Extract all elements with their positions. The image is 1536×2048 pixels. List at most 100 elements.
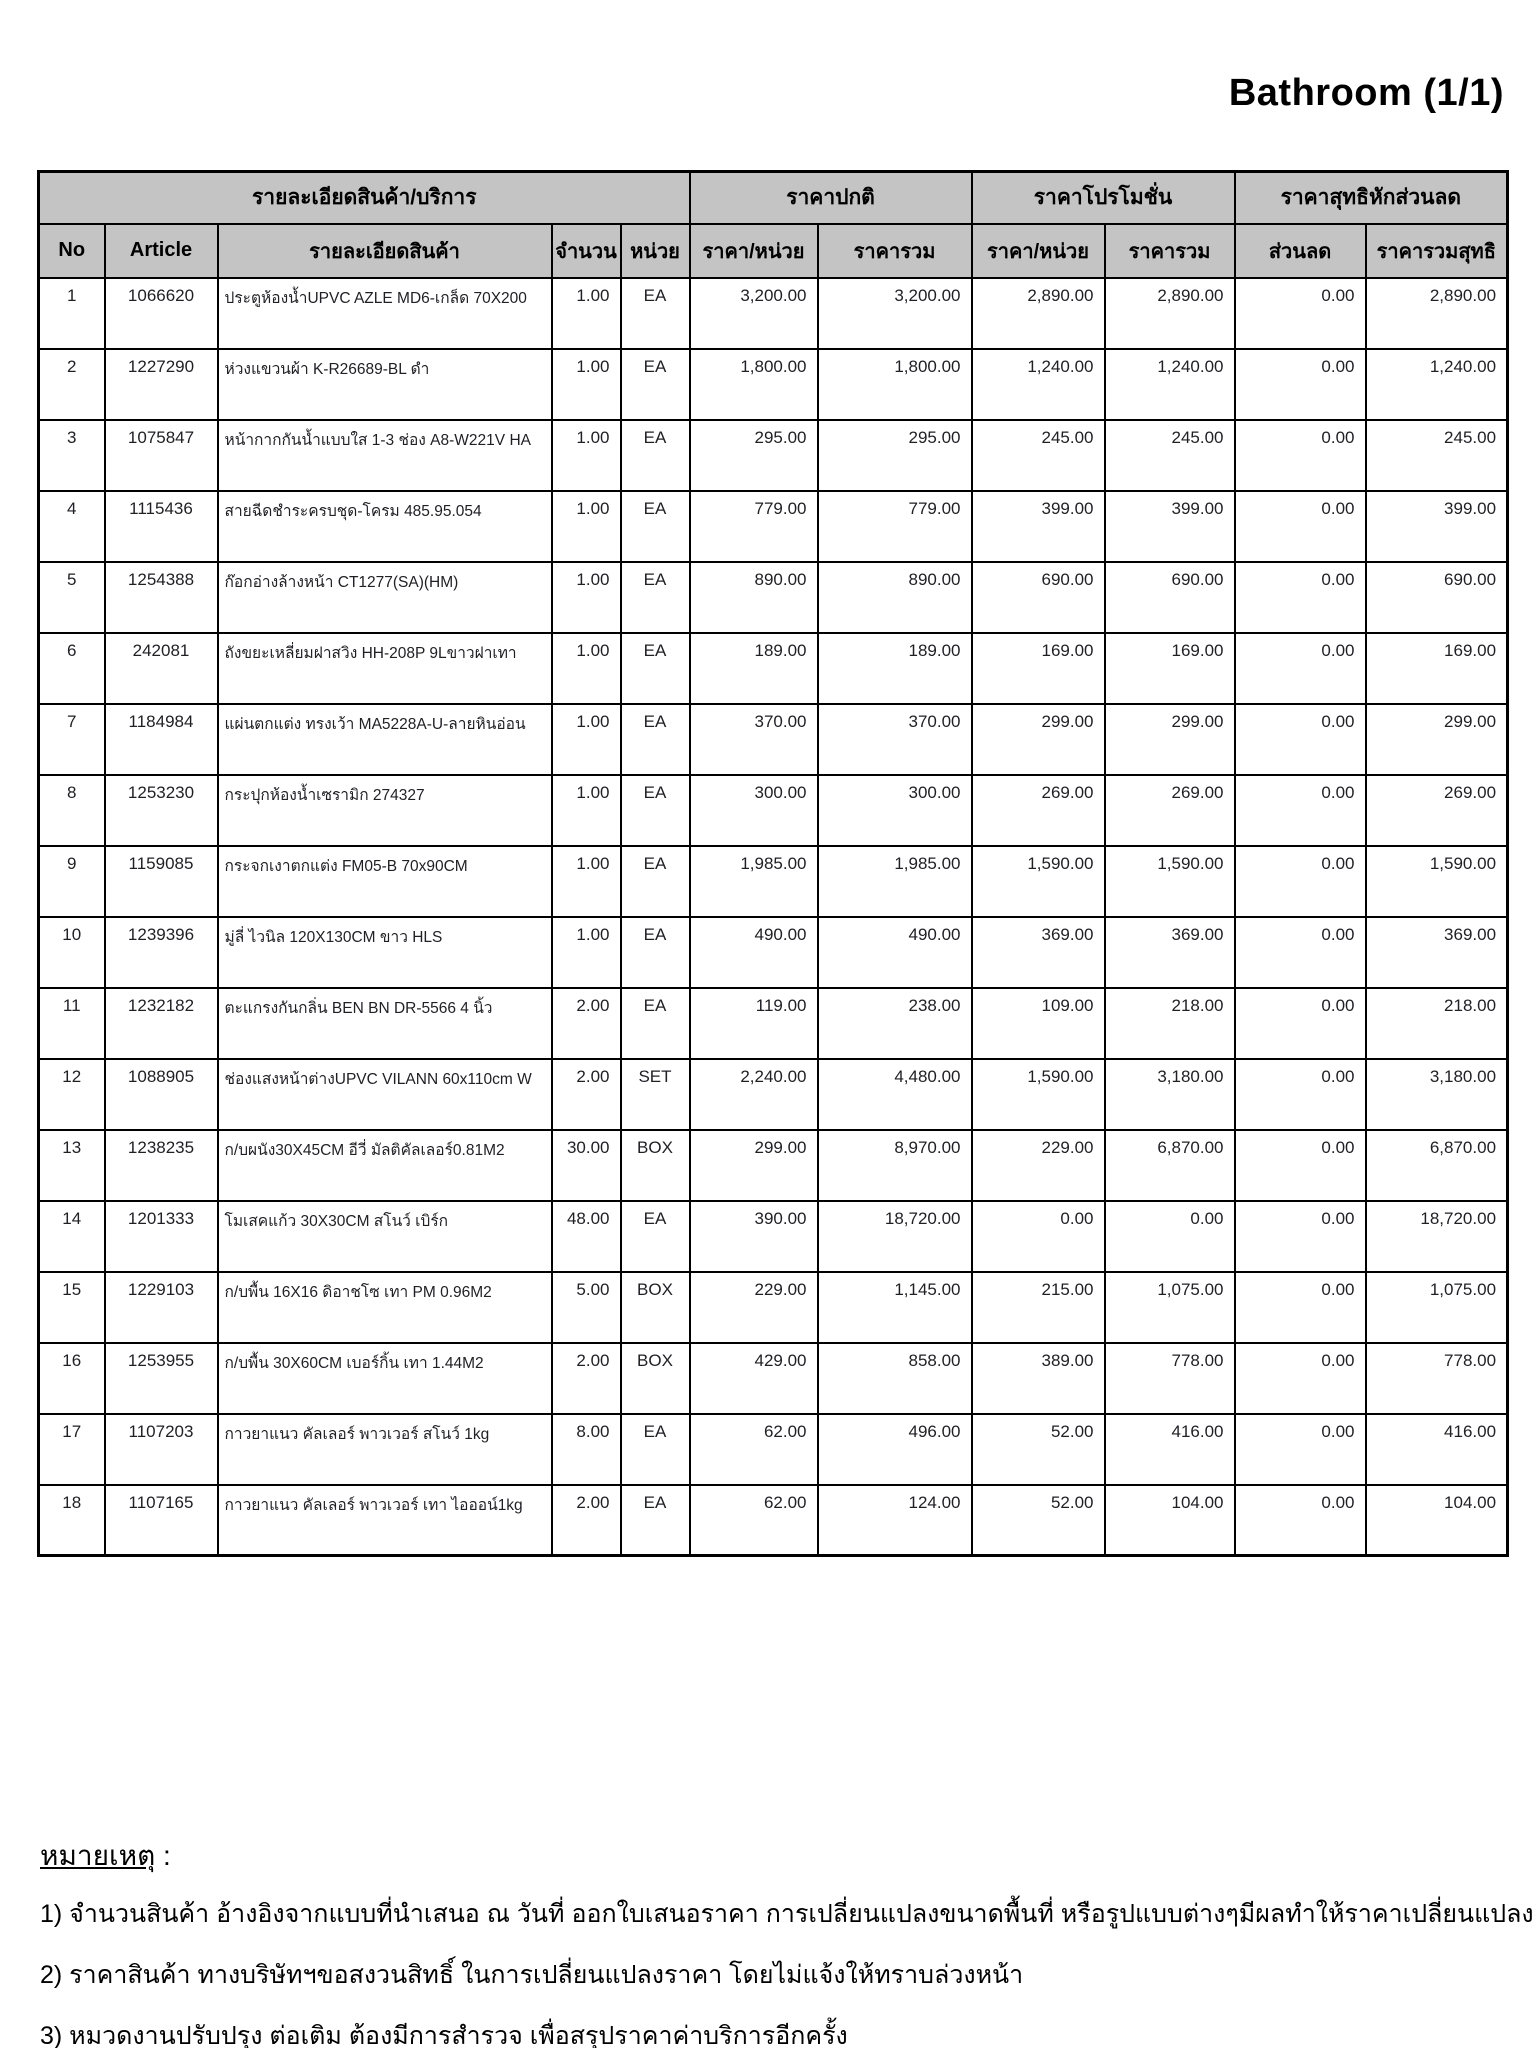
cell-qty: 1.00: [550, 418, 622, 492]
cell-no: 18: [37, 1483, 106, 1557]
cell-article: 1254388: [103, 560, 219, 634]
cell-price-unit: 189.00: [688, 631, 819, 705]
cell-promo-total: 3,180.00: [1103, 1057, 1236, 1131]
notes-heading: หมายเหตุ :: [40, 1834, 1520, 1878]
cell-desc: ก๊อกอ่างล้างหน้า CT1277(SA)(HM): [216, 560, 553, 634]
cell-qty: 8.00: [550, 1412, 622, 1486]
col-header-promo-total: ราคารวม: [1103, 222, 1236, 279]
cell-price-total: 8,970.00: [816, 1128, 973, 1202]
cell-price-unit: 779.00: [688, 489, 819, 563]
cell-price-unit: 299.00: [688, 1128, 819, 1202]
cell-discount: 0.00: [1233, 1412, 1367, 1486]
table-row: 4 1115436 สายฉีดชำระครบชุด-โครม 485.95.054…: [37, 489, 1509, 563]
cell-discount: 0.00: [1233, 1483, 1367, 1557]
cell-discount: 0.00: [1233, 418, 1367, 492]
cell-unit: EA: [619, 418, 691, 492]
cell-unit: EA: [619, 702, 691, 776]
cell-price-total: 1,800.00: [816, 347, 973, 421]
cell-desc: ช่องแสงหน้าต่างUPVC VILANN 60x110cm W: [216, 1057, 553, 1131]
cell-qty: 1.00: [550, 773, 622, 847]
cell-price-unit: 1,800.00: [688, 347, 819, 421]
cell-unit: EA: [619, 276, 691, 350]
cell-desc: กระปุกห้องน้ำเซรามิก 274327: [216, 773, 553, 847]
cell-promo-total: 778.00: [1103, 1341, 1236, 1415]
cell-promo-unit: 109.00: [970, 986, 1106, 1060]
cell-discount: 0.00: [1233, 702, 1367, 776]
cell-article: 1239396: [103, 915, 219, 989]
table-row: 16 1253955 ก/บพื้น 30X60CM เบอร์กิ้น เทา 1…: [37, 1341, 1509, 1415]
group-header-normal-price: ราคาปกติ: [688, 170, 973, 225]
cell-price-total: 490.00: [816, 915, 973, 989]
cell-discount: 0.00: [1233, 915, 1367, 989]
cell-qty: 1.00: [550, 276, 622, 350]
cell-net-total: 2,890.00: [1364, 276, 1509, 350]
cell-discount: 0.00: [1233, 986, 1367, 1060]
cell-no: 11: [37, 986, 106, 1060]
cell-no: 13: [37, 1128, 106, 1202]
cell-desc: ห่วงแขวนผ้า K-R26689-BL ดำ: [216, 347, 553, 421]
cell-unit: EA: [619, 489, 691, 563]
cell-net-total: 778.00: [1364, 1341, 1509, 1415]
cell-no: 6: [37, 631, 106, 705]
cell-article: 1253955: [103, 1341, 219, 1415]
cell-price-unit: 429.00: [688, 1341, 819, 1415]
cell-promo-total: 1,075.00: [1103, 1270, 1236, 1344]
table-row: 15 1229103 ก/บพื้น 16X16 ดิอาชโซ เทา PM 0.…: [37, 1270, 1509, 1344]
cell-qty: 1.00: [550, 702, 622, 776]
cell-promo-unit: 1,590.00: [970, 1057, 1106, 1131]
cell-desc: ก/บผนัง30X45CM อีวี่ มัลติคัลเลอร์0.81M2: [216, 1128, 553, 1202]
table-row: 3 1075847 หน้ากากกันน้ำแบบใส 1-3 ช่อง A8-W…: [37, 418, 1509, 492]
group-header-row: รายละเอียดสินค้า/บริการ ราคาปกติ ราคาโปร…: [37, 170, 1509, 225]
cell-price-unit: 1,985.00: [688, 844, 819, 918]
cell-price-total: 858.00: [816, 1341, 973, 1415]
cell-net-total: 690.00: [1364, 560, 1509, 634]
cell-qty: 5.00: [550, 1270, 622, 1344]
cell-net-total: 416.00: [1364, 1412, 1509, 1486]
table-row: 7 1184984 แผ่นตกแต่ง ทรงเว้า MA5228A-U-ลาย…: [37, 702, 1509, 776]
cell-discount: 0.00: [1233, 1341, 1367, 1415]
cell-price-total: 890.00: [816, 560, 973, 634]
cell-article: 1229103: [103, 1270, 219, 1344]
cell-net-total: 3,180.00: [1364, 1057, 1509, 1131]
cell-discount: 0.00: [1233, 1270, 1367, 1344]
cell-unit: EA: [619, 1199, 691, 1273]
cell-promo-total: 1,240.00: [1103, 347, 1236, 421]
cell-unit: BOX: [619, 1341, 691, 1415]
cell-article: 1107203: [103, 1412, 219, 1486]
group-header-promo-price: ราคาโปรโมชั่น: [970, 170, 1236, 225]
cell-article: 1201333: [103, 1199, 219, 1273]
cell-article: 1184984: [103, 702, 219, 776]
table-body: 1 1066620 ประตูห้องน้ำUPVC AZLE MD6-เกล็ด …: [37, 276, 1509, 1557]
cell-net-total: 1,075.00: [1364, 1270, 1509, 1344]
cell-unit: EA: [619, 1483, 691, 1557]
cell-desc: ถังขยะเหลี่ยมฝาสวิง HH-208P 9Lขาวฝาเทา: [216, 631, 553, 705]
cell-unit: EA: [619, 631, 691, 705]
cell-article: 1107165: [103, 1483, 219, 1557]
cell-net-total: 1,240.00: [1364, 347, 1509, 421]
col-header-promo-per-unit: ราคา/หน่วย: [970, 222, 1106, 279]
cell-net-total: 18,720.00: [1364, 1199, 1509, 1273]
cell-promo-unit: 229.00: [970, 1128, 1106, 1202]
col-header-discount: ส่วนลด: [1233, 222, 1367, 279]
cell-promo-total: 690.00: [1103, 560, 1236, 634]
page-title-text: Bathroom: [1228, 72, 1413, 114]
cell-price-unit: 229.00: [688, 1270, 819, 1344]
cell-promo-total: 369.00: [1103, 915, 1236, 989]
cell-promo-total: 245.00: [1103, 418, 1236, 492]
cell-no: 5: [37, 560, 106, 634]
cell-net-total: 1,590.00: [1364, 844, 1509, 918]
cell-desc: กระจกเงาตกแต่ง FM05-B 70x90CM: [216, 844, 553, 918]
table-row: 8 1253230 กระปุกห้องน้ำเซรามิก 274327 1.00 E…: [37, 773, 1509, 847]
col-header-quantity: จำนวน: [550, 222, 622, 279]
cell-discount: 0.00: [1233, 347, 1367, 421]
cell-promo-unit: 389.00: [970, 1341, 1106, 1415]
table-row: 10 1239396 มู่ลี่ ไวนิล 120X130CM ขาว HLS 1…: [37, 915, 1509, 989]
page-title: Bathroom (1/1): [1229, 72, 1504, 115]
cell-article: 242081: [103, 631, 219, 705]
cell-desc: ตะแกรงกันกลิ่น BEN BN DR-5566 4 นิ้ว: [216, 986, 553, 1060]
cell-net-total: 399.00: [1364, 489, 1509, 563]
cell-net-total: 369.00: [1364, 915, 1509, 989]
cell-no: 3: [37, 418, 106, 492]
table-row: 13 1238235 ก/บผนัง30X45CM อีวี่ มัลติคัลเล…: [37, 1128, 1509, 1202]
table-row: 11 1232182 ตะแกรงกันกลิ่น BEN BN DR-5566 4…: [37, 986, 1509, 1060]
